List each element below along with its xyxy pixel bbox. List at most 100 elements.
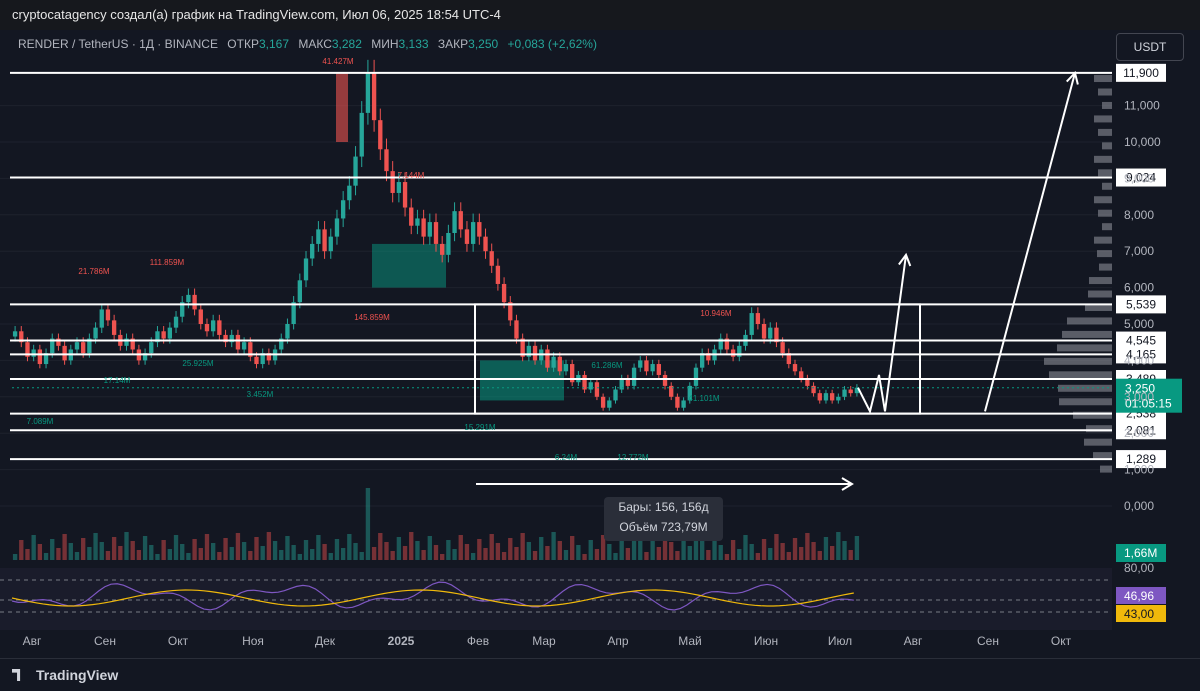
volume-bar: [291, 545, 296, 560]
candle-body: [297, 280, 302, 303]
volume-bar: [161, 540, 166, 560]
level-label: 1,289: [1126, 452, 1156, 466]
volume-tag: [1116, 544, 1166, 562]
volume-bar: [576, 545, 581, 560]
last-price-value: 3,250: [1125, 382, 1155, 396]
volume-bar: [811, 542, 816, 560]
candle-body: [563, 364, 569, 372]
level-tag: [1116, 63, 1166, 82]
volume-bar: [359, 552, 364, 560]
candle-body: [316, 229, 321, 244]
level-tag: [1116, 345, 1166, 364]
candle-body: [167, 327, 173, 339]
candle-body: [588, 382, 593, 390]
profile-bar: [1098, 128, 1112, 136]
level-label: 2,081: [1126, 423, 1156, 437]
profile-bar: [1097, 250, 1112, 258]
rsi-line: [11, 581, 854, 611]
candle-body: [347, 185, 352, 201]
price-tick: 10,000: [1124, 135, 1161, 149]
last-price-tag: [1116, 378, 1182, 413]
tradingview-logo-icon: [12, 669, 21, 681]
price-tick: 0,000: [1124, 499, 1154, 513]
volume-bar: [570, 536, 575, 560]
volume-bar: [149, 545, 154, 560]
candle-body: [81, 342, 86, 354]
volume-annotation: 15.291M: [464, 423, 495, 432]
volume-bar: [737, 549, 742, 560]
volume-bar: [681, 537, 686, 560]
volume-bar: [495, 543, 501, 560]
projection-arrows: 41.427M 7.144M 21.786M 111.859M 145.859M 10.9…: [27, 57, 1079, 491]
volume-bar: [427, 536, 432, 560]
profile-bar: [1094, 155, 1112, 163]
volume-bar: [446, 540, 451, 560]
candle-body: [279, 338, 284, 350]
volume-annotation: 25.925M: [182, 359, 213, 368]
candle-body: [378, 120, 383, 150]
candle-body: [848, 389, 853, 394]
profile-bar: [1058, 384, 1112, 392]
time-range-arrow: [476, 477, 854, 491]
candle-body: [310, 243, 315, 259]
volume-bar: [43, 553, 49, 560]
low-value: 3,133: [398, 37, 429, 51]
candle-body: [260, 353, 265, 365]
profile-bar: [1086, 425, 1112, 433]
profile-bar: [1094, 196, 1112, 204]
volume-annotation: 10.946M: [700, 309, 731, 318]
time-tick: Окт: [1051, 634, 1072, 648]
volume-bar: [551, 532, 556, 560]
tradingview-logo[interactable]: TradingView: [12, 667, 118, 683]
volume-bar: [421, 550, 426, 560]
price-tick: 8,000: [1124, 208, 1154, 222]
volume-bar: [582, 554, 587, 560]
volume-bar: [532, 551, 538, 560]
candle-body: [25, 342, 30, 357]
volume-bar: [470, 553, 476, 560]
candle-body: [557, 356, 562, 372]
candle-body: [656, 364, 661, 375]
volume-bar: [25, 549, 30, 560]
time-tick: Апр: [607, 634, 629, 648]
candle-body: [37, 349, 43, 365]
price-tick: 4,000: [1124, 353, 1154, 367]
volume-bar: [501, 552, 507, 560]
volume-bar: [223, 538, 228, 560]
candle-body: [749, 313, 754, 335]
profile-bar: [1093, 452, 1112, 460]
low-label: МИН: [371, 37, 399, 51]
volume-bar: [322, 544, 327, 560]
candle-body: [699, 353, 705, 368]
candle-body: [452, 211, 457, 233]
rsi-ma-line: [11, 589, 854, 607]
volume-bar: [607, 544, 612, 560]
candle-body: [842, 389, 847, 397]
volume-bar: [675, 551, 680, 560]
currency-button[interactable]: USDT: [1116, 33, 1184, 61]
level-tag: [1116, 421, 1166, 440]
volume-bar: [458, 535, 463, 560]
candle-body: [477, 222, 482, 237]
candle-body: [508, 302, 513, 321]
volume-bar: [211, 543, 216, 560]
volume-bar: [93, 533, 98, 560]
time-axis: Авг Сен Окт Ноя Дек 2025 Фев Мар Апр Май Июн Июл Авг…: [23, 634, 1072, 648]
candle-body: [87, 338, 92, 354]
candle-body: [495, 265, 501, 284]
candle-body: [421, 218, 426, 237]
candle-body: [625, 378, 631, 386]
candle-body: [254, 356, 259, 365]
volume-bar: [514, 547, 519, 560]
range-tooltip: Бары: 156, 156д Объём 723,79M: [604, 497, 723, 541]
volume-bar: [68, 543, 73, 560]
candle-body: [427, 222, 432, 237]
volume-bar: [836, 532, 841, 560]
volume-bar: [279, 550, 284, 560]
level-tag: [1116, 295, 1166, 314]
volume-bar: [650, 538, 655, 560]
price-chart[interactable]: 11,9009,0245,5394,5454,1653,4892,5382,08…: [0, 30, 1200, 658]
price-tick: 1,000: [1124, 463, 1154, 477]
candle-body: [99, 309, 104, 328]
volume-bar: [12, 554, 18, 560]
